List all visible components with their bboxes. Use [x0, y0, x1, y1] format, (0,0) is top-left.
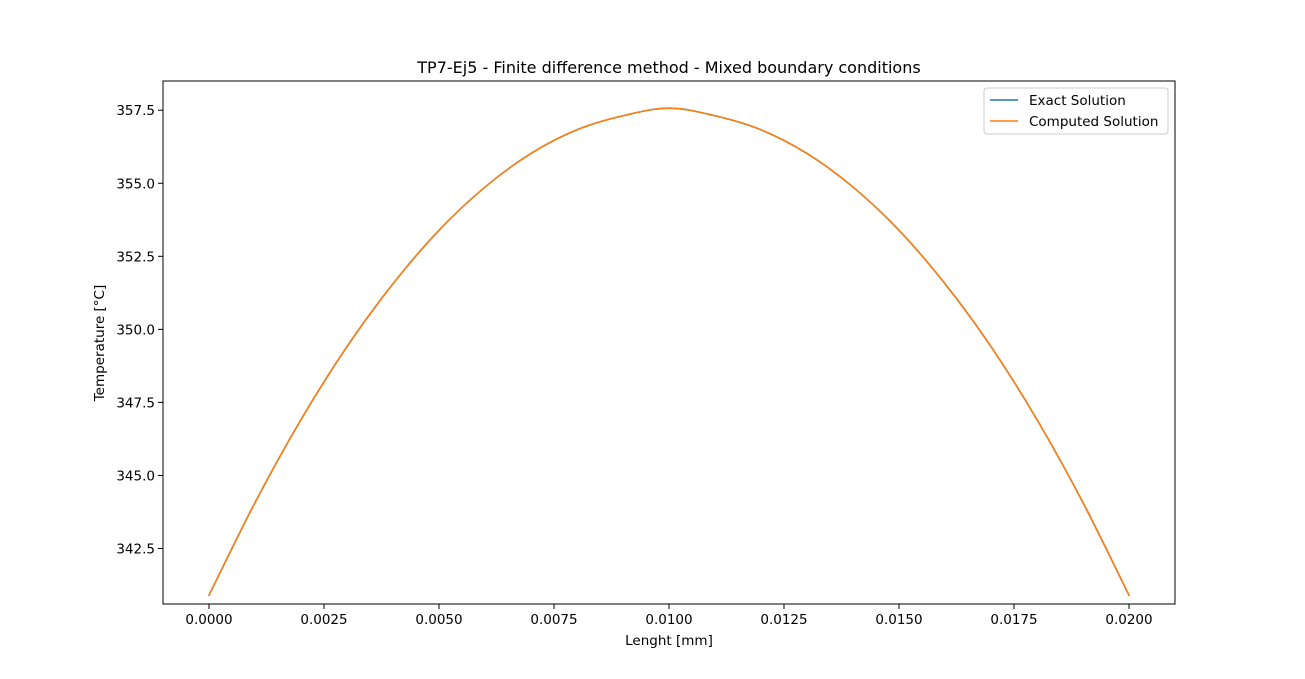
y-tick-label: 352.5 — [116, 249, 155, 265]
x-tick-label: 0.0000 — [185, 612, 232, 628]
y-tick-label: 342.5 — [116, 541, 155, 557]
y-tick-label: 355.0 — [116, 176, 155, 192]
y-tick-label: 350.0 — [116, 322, 155, 338]
x-tick-label: 0.0175 — [990, 612, 1037, 628]
y-tick-label: 357.5 — [116, 103, 155, 119]
x-tick-label: 0.0100 — [645, 612, 692, 628]
x-tick-label: 0.0025 — [300, 612, 347, 628]
x-tick-label: 0.0075 — [530, 612, 577, 628]
legend-label: Exact Solution — [1029, 93, 1126, 109]
x-axis-label: Lenght [mm] — [625, 633, 713, 649]
x-axis-ticks: 0.0000 0.0025 0.0050 0.0075 0.0100 0.0125 0.01… — [185, 604, 1153, 628]
legend-frame — [983, 87, 1169, 135]
chart-title: TP7-Ej5 - Finite difference method - Mix… — [416, 58, 920, 77]
y-axis-label: Temperature [°C] — [92, 285, 108, 403]
x-tick-label: 0.0125 — [760, 612, 807, 628]
legend-label: Computed Solution — [1029, 114, 1158, 130]
x-tick-label: 0.0200 — [1105, 612, 1152, 628]
y-axis-ticks: 342.5 345.0 347.5 350.0 352.5 355.0 357.5 — [116, 103, 163, 557]
x-tick-label: 0.0050 — [415, 612, 462, 628]
x-tick-label: 0.0150 — [875, 612, 922, 628]
legend: Exact Solution Computed Solution — [983, 87, 1169, 135]
series-layer — [208, 107, 1130, 597]
y-tick-label: 347.5 — [116, 395, 155, 411]
plot-area — [163, 81, 1175, 604]
series-line-computed-solution — [208, 107, 1130, 597]
y-tick-label: 345.0 — [116, 468, 155, 484]
